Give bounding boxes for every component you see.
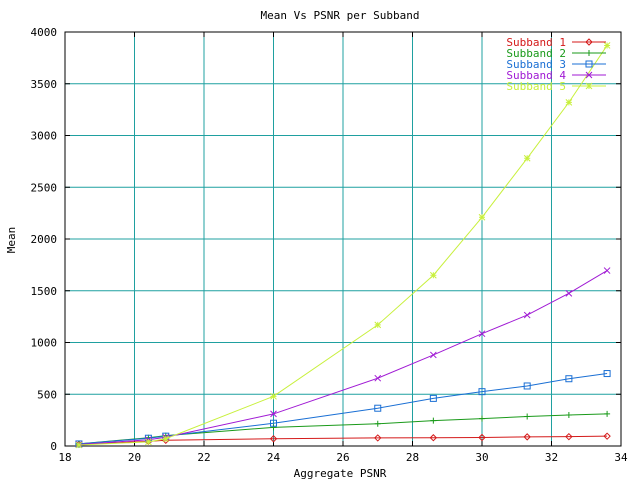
x-tick-label: 28 — [406, 451, 419, 464]
data-point — [429, 394, 437, 402]
data-point — [603, 370, 611, 378]
x-tick-label: 18 — [58, 451, 71, 464]
data-point — [523, 154, 531, 162]
legend-item: Subband 2 — [506, 47, 606, 60]
data-point — [585, 38, 593, 46]
legend-label: Subband 5 — [506, 80, 566, 93]
legend-item: Subband 3 — [506, 58, 606, 71]
series-line — [78, 45, 608, 446]
data-point — [429, 271, 437, 279]
x-tick-label: 32 — [545, 451, 558, 464]
data-point — [270, 392, 277, 400]
data-point — [75, 441, 83, 449]
series-line — [78, 373, 608, 445]
legend-item: Subband 5 — [506, 80, 606, 93]
x-tick-label: 22 — [197, 451, 210, 464]
legend-item: Subband 1 — [506, 36, 606, 49]
data-point — [269, 435, 278, 443]
data-point — [585, 82, 593, 90]
y-tick-label: 3000 — [31, 130, 58, 143]
data-point — [565, 375, 573, 383]
x-tick-label: 34 — [614, 451, 628, 464]
legend-label: Subband 1 — [506, 36, 566, 49]
data-point — [429, 351, 437, 359]
data-point — [585, 71, 593, 79]
axes — [64, 31, 622, 447]
chart-title: Mean Vs PSNR per Subband — [261, 9, 420, 22]
y-tick-label: 500 — [37, 388, 57, 401]
x-axis-label: Aggregate PSNR — [294, 467, 387, 480]
data-point — [603, 267, 611, 274]
data-point — [478, 433, 486, 442]
series-5 — [75, 42, 611, 449]
y-tick-label: 3500 — [31, 78, 58, 91]
plot-frame — [64, 31, 622, 447]
data-point — [585, 60, 593, 68]
series-line — [78, 435, 608, 445]
data-point — [604, 410, 611, 417]
data-point — [586, 50, 592, 56]
data-point — [478, 330, 486, 338]
data-point — [478, 388, 486, 396]
data-point — [565, 432, 573, 441]
series-line — [78, 270, 608, 445]
y-tick-label: 2000 — [31, 233, 58, 246]
data-point — [565, 411, 572, 418]
data-point — [478, 213, 486, 221]
data-point — [565, 289, 573, 297]
tick-labels: 18 20 22 24 26 28 30 32 34 0 500 1000 1500 2000 2500 30… — [31, 26, 628, 464]
data-point — [270, 424, 277, 431]
data-point — [523, 311, 531, 319]
y-tick-label: 0 — [50, 440, 57, 453]
data-point — [565, 99, 573, 106]
data-point — [603, 42, 611, 49]
data-point — [374, 404, 382, 412]
legend-label: Subband 3 — [506, 58, 566, 71]
x-tick-label: 30 — [475, 451, 488, 464]
y-tick-label: 1000 — [31, 337, 58, 350]
data-point — [270, 410, 277, 418]
data-point — [429, 434, 438, 442]
data-point — [162, 435, 170, 443]
y-tick-label: 2500 — [31, 181, 58, 194]
legend-label: Subband 4 — [506, 69, 566, 82]
data-point — [524, 413, 531, 420]
y-tick-label: 4000 — [31, 26, 58, 39]
legend-item: Subband 4 — [506, 69, 606, 82]
y-axis-label: Mean — [5, 227, 18, 254]
series-line — [78, 413, 608, 445]
legend-label: Subband 2 — [506, 47, 566, 60]
data-point — [374, 434, 382, 442]
series-group — [75, 42, 611, 449]
y-tick-label: 1500 — [31, 285, 58, 298]
data-point — [145, 438, 152, 446]
data-point — [603, 432, 611, 440]
data-point — [270, 419, 277, 427]
x-tick-label: 20 — [128, 451, 141, 464]
data-point — [523, 433, 531, 441]
data-point — [523, 382, 531, 390]
x-tick-label: 26 — [336, 451, 349, 464]
data-point — [479, 415, 485, 422]
data-point — [374, 321, 382, 329]
data-point — [430, 417, 437, 424]
data-point — [374, 374, 382, 382]
grid — [65, 32, 621, 446]
x-tick-label: 24 — [267, 451, 281, 464]
data-point — [374, 420, 381, 427]
